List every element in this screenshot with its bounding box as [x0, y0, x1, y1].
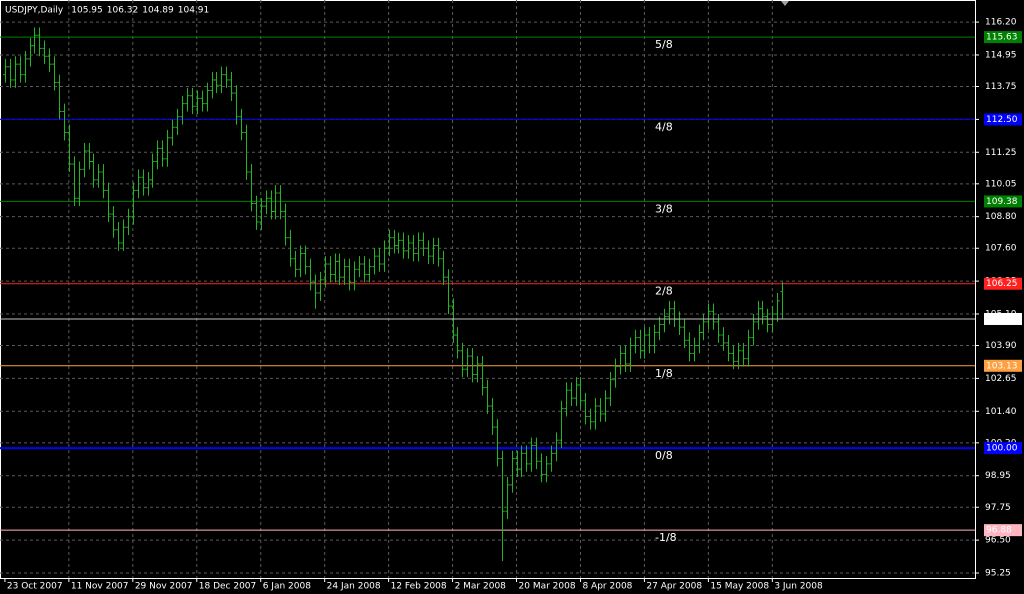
- header-value: 104.89: [142, 6, 174, 16]
- y-tick-label: 114.95: [985, 50, 1017, 60]
- chart-title: USDJPY,Daily: [5, 6, 64, 16]
- price-box-label: 115.63: [986, 33, 1018, 43]
- x-tick-label: 24 Jan 2008: [327, 582, 381, 592]
- y-tick-label: 110.05: [985, 179, 1017, 189]
- price-box: [984, 195, 1022, 208]
- price-box-label: 96.88: [986, 526, 1012, 536]
- level-label: 3/8: [655, 202, 673, 215]
- x-tick-label: 20 Mar 2008: [519, 582, 576, 592]
- y-tick-label: 101.40: [985, 407, 1017, 417]
- chart-shift-marker: [781, 1, 789, 6]
- level-label: 1/8: [655, 367, 673, 380]
- x-tick-label: 23 Oct 2007: [7, 582, 63, 592]
- y-tick-label: 107.60: [985, 244, 1017, 254]
- price-box: [984, 277, 1022, 290]
- price-box-label: 104.91: [986, 314, 1018, 324]
- x-tick-label: 3 Jun 2008: [774, 582, 823, 592]
- x-tick-label: 6 Jan 2008: [263, 582, 311, 592]
- x-tick-label: 8 Apr 2008: [582, 582, 632, 592]
- price-box-label: 103.13: [986, 361, 1018, 371]
- y-tick-label: 98.95: [985, 471, 1011, 481]
- level-label: 2/8: [655, 285, 673, 298]
- header-value: 104.91: [178, 6, 210, 16]
- y-tick-label: 111.25: [985, 148, 1017, 158]
- price-box: [984, 113, 1022, 126]
- header-value: 106.32: [107, 6, 139, 16]
- level-label: -1/8: [655, 531, 677, 544]
- x-tick-label: 12 Feb 2008: [391, 582, 447, 592]
- price-box: [984, 442, 1022, 455]
- price-box-label: 112.50: [986, 115, 1018, 125]
- level-label: 0/8: [655, 449, 673, 462]
- level-label: 4/8: [655, 120, 673, 133]
- x-tick-label: 27 Apr 2008: [646, 582, 702, 592]
- x-tick-label: 11 Nov 2007: [71, 582, 129, 592]
- price-box-label: 109.38: [986, 197, 1018, 207]
- price-box-label: 106.25: [986, 279, 1018, 289]
- y-tick-label: 95.25: [985, 569, 1011, 579]
- level-label: 5/8: [655, 38, 673, 51]
- y-tick-label: 108.80: [985, 212, 1017, 222]
- y-tick-label: 113.75: [985, 82, 1017, 92]
- x-tick-label: 2 Mar 2008: [455, 582, 507, 592]
- y-tick-label: 102.65: [985, 374, 1017, 384]
- price-box: [984, 524, 1022, 537]
- price-box: [984, 312, 1022, 325]
- price-box: [984, 31, 1022, 44]
- x-tick-label: 29 Nov 2007: [135, 582, 193, 592]
- x-tick-label: 15 May 2008: [710, 582, 769, 592]
- price-box-label: 100.00: [986, 444, 1018, 454]
- y-tick-label: 103.90: [985, 341, 1017, 351]
- price-box: [984, 359, 1022, 372]
- x-tick-label: 18 Dec 2007: [199, 582, 257, 592]
- header-value: 105.95: [71, 6, 103, 16]
- y-tick-label: 97.75: [985, 503, 1011, 513]
- y-tick-label: 116.20: [985, 18, 1017, 28]
- y-tick-label: 96.50: [985, 536, 1011, 546]
- plot-frame: [0, 0, 976, 579]
